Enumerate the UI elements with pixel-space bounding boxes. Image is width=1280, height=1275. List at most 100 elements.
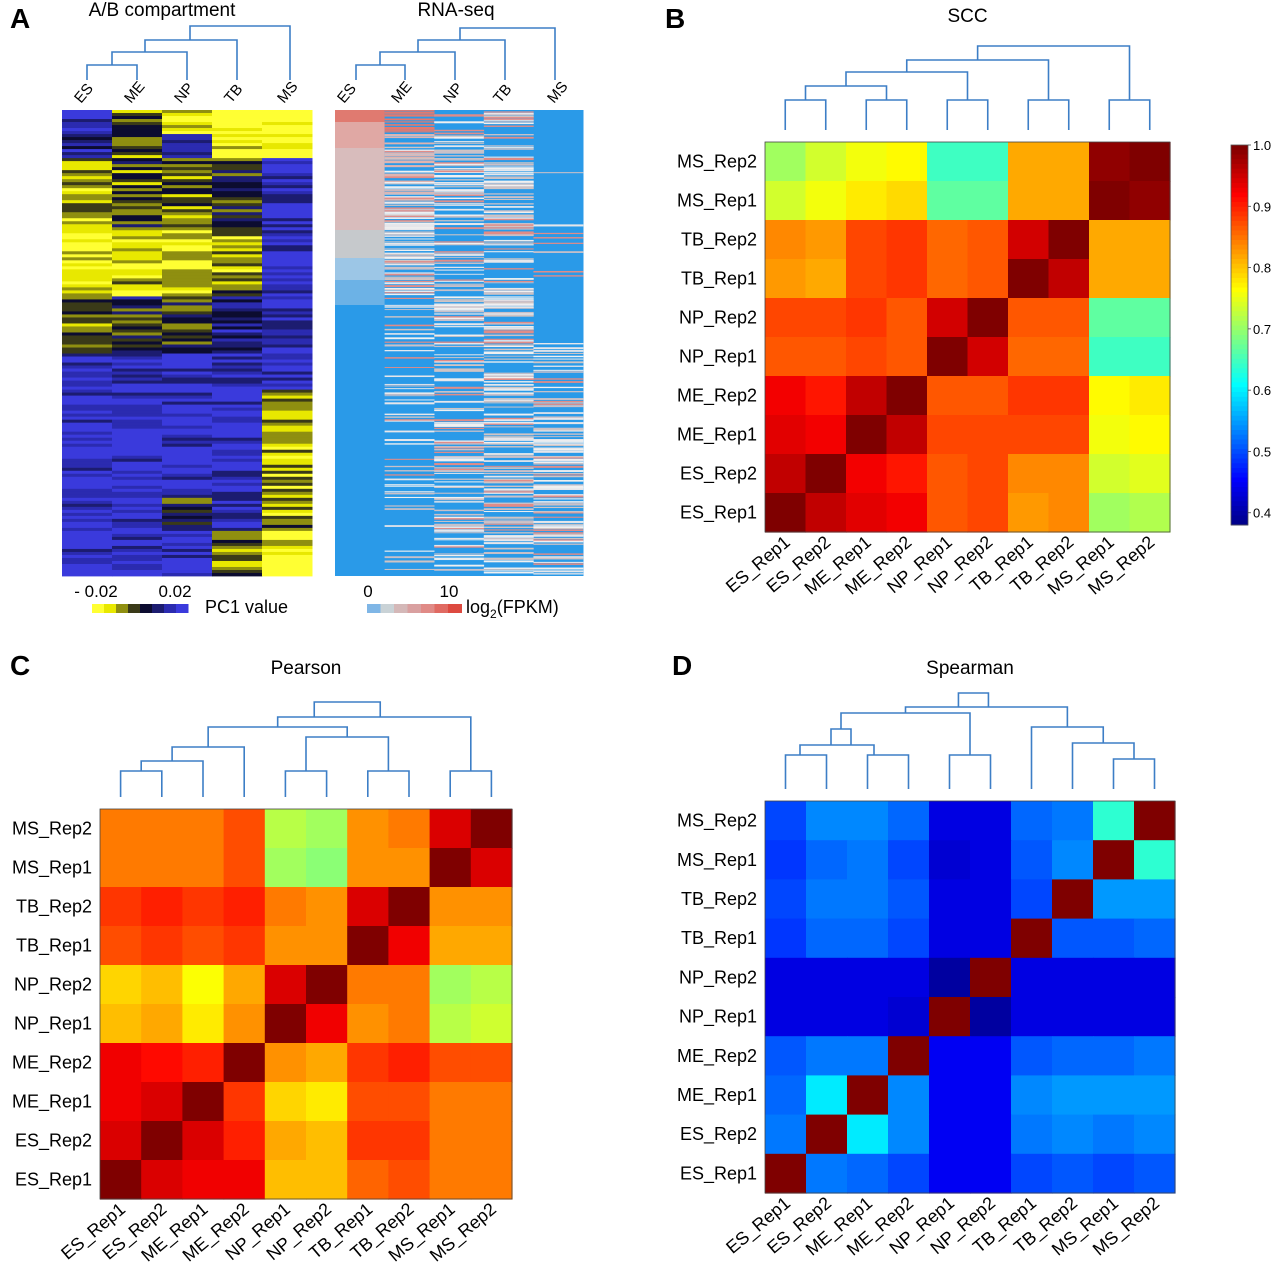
rnaseq-line <box>434 343 485 345</box>
colorbar-segment <box>1231 178 1248 184</box>
heatmap-cell <box>1134 801 1176 841</box>
ab-compartment-strip <box>212 209 263 213</box>
ab-compartment-strip <box>162 470 213 475</box>
rnaseq-line <box>384 416 435 418</box>
heatmap-cell <box>388 1082 431 1122</box>
rnaseq-line <box>384 289 435 291</box>
rnaseq-line <box>434 368 485 371</box>
ab-compartment-strip <box>162 365 213 369</box>
heatmap-cell <box>223 809 266 849</box>
rnaseq-line <box>384 439 435 442</box>
ab-compartment-strip <box>162 269 213 273</box>
heatmap-cell <box>182 965 225 1005</box>
ab-compartment-strip <box>62 401 113 406</box>
heatmap-cell <box>967 337 1009 377</box>
ab-compartment-strip <box>162 176 213 180</box>
ab-compartment-strip <box>212 476 263 481</box>
rnaseq-line <box>533 365 584 367</box>
rnaseq-line <box>434 553 485 555</box>
rnaseq-line <box>434 530 485 532</box>
dendrogram-branch <box>840 712 971 755</box>
rnaseq-line <box>483 345 534 348</box>
ab-compartment-strip <box>112 212 163 216</box>
heatmap-row-label: MS_Rep1 <box>677 191 757 212</box>
dendrogram-branch <box>804 85 888 100</box>
heatmap-cell <box>182 1082 225 1122</box>
heatmap-row-label: ES_Rep2 <box>680 464 757 485</box>
heatmap-cell <box>846 220 888 260</box>
ab-compartment-strip <box>262 488 313 493</box>
colorbar-segment <box>1231 382 1248 388</box>
rnaseq-line <box>434 523 485 526</box>
dendrogram-branch <box>119 770 163 797</box>
heatmap-cell <box>141 1004 183 1044</box>
rnaseq-line <box>483 417 534 420</box>
rnaseq-line <box>384 198 435 201</box>
rnaseq-line <box>384 304 435 306</box>
colorbar-segment <box>1231 520 1248 526</box>
ab-compartment-strip <box>162 197 213 201</box>
rnaseq-line <box>384 385 435 387</box>
rnaseq-line <box>533 479 584 482</box>
rnaseq-line <box>483 426 534 428</box>
heatmap-row-label: NP_Rep1 <box>679 347 757 368</box>
ab-compartment-strip <box>112 239 163 243</box>
rnaseq-line <box>434 345 485 348</box>
rnaseq-line <box>483 193 534 195</box>
ab-compartment-strip <box>212 116 263 120</box>
colorbar-segment <box>1231 306 1248 312</box>
rnaseq-line <box>483 516 534 519</box>
ab-compartment-strip <box>212 377 263 381</box>
rnaseq-line <box>434 379 485 382</box>
rnaseq-line <box>533 472 584 474</box>
heatmap-cell <box>846 298 888 338</box>
ab-compartment-strip <box>162 170 213 174</box>
ab-compartment-strip <box>212 443 263 448</box>
ab-compartment-strip <box>112 536 163 541</box>
panel-letter-b: B <box>665 3 685 34</box>
ab-compartment-strip <box>62 308 113 312</box>
heatmap-cell <box>805 298 847 338</box>
rnaseq-line <box>384 182 435 184</box>
rnaseq-line <box>434 467 485 469</box>
heatmap-cell <box>1129 259 1171 299</box>
rnaseq-line <box>483 231 534 234</box>
dendrogram-branch <box>417 39 506 80</box>
heatmap-cell <box>970 997 1012 1037</box>
pc1-scale-swatch <box>116 604 129 613</box>
rnaseq-line <box>384 208 435 211</box>
rnaseq-line <box>533 487 584 489</box>
heatmap-cell <box>929 840 971 880</box>
rnaseq-line <box>384 142 435 145</box>
rnaseq-line <box>384 180 435 183</box>
heatmap-cell <box>388 1043 431 1083</box>
ab-compartment-strip <box>162 542 213 547</box>
ab-compartment-strip <box>262 440 313 445</box>
heatmap-cell <box>886 181 928 221</box>
ab-compartment-strip <box>62 440 113 445</box>
colorbar-segment <box>1231 173 1248 179</box>
colorbar-segment <box>1231 510 1248 516</box>
rnaseq-line <box>483 117 534 119</box>
ab-compartment-strip <box>212 371 263 375</box>
ab-compartment-strip <box>62 284 113 288</box>
heatmap-cell <box>182 809 225 849</box>
ab-compartment-strip <box>262 221 313 225</box>
ab-compartment-strip <box>212 266 263 270</box>
ab-compartment-strip <box>212 491 263 496</box>
rnaseq-line <box>483 523 534 525</box>
ab-compartment-strip <box>112 416 163 421</box>
ab-compartment-strip <box>62 422 113 427</box>
heatmap-cell <box>1008 493 1050 533</box>
ab-compartment-strip <box>62 383 113 387</box>
ab-compartment-strip <box>62 539 113 544</box>
ab-compartment-strip <box>162 461 213 466</box>
rnaseq-line <box>434 273 485 275</box>
ab-compartment-strip <box>112 116 163 120</box>
heatmap-row-label: MS_Rep1 <box>677 850 757 871</box>
ab-compartment-strip <box>62 167 113 171</box>
rnaseq-line <box>434 234 485 236</box>
rnaseq-line <box>384 375 435 378</box>
ab-compartment-strip <box>162 344 213 348</box>
rnaseq-line <box>483 560 534 563</box>
